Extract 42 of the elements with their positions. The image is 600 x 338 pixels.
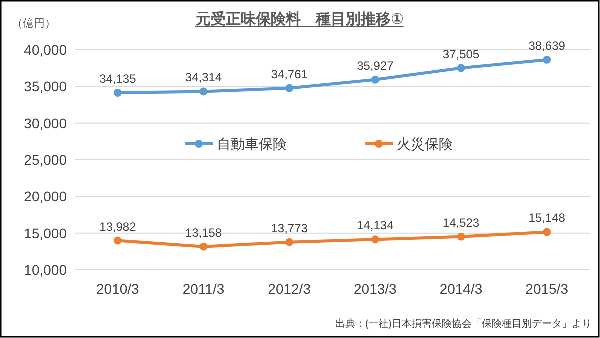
y-axis-title: （億円） (12, 17, 56, 30)
point (286, 84, 294, 92)
data-label: 34,314 (185, 70, 222, 85)
x-tick-label: 2012/3 (268, 281, 312, 297)
legend-label: 自動車保険 (217, 136, 287, 152)
data-label: 35,927 (357, 58, 394, 73)
x-tick-label: 2015/3 (526, 281, 569, 297)
source-note: 出典：(一社)日本損害保険協会「保険種目別データ」より (335, 318, 592, 330)
point (286, 238, 294, 246)
y-tick-label: 25,000 (24, 152, 68, 168)
data-label: 37,505 (442, 47, 480, 62)
point (114, 236, 122, 245)
point (457, 64, 466, 72)
data-label: 14,134 (357, 218, 394, 233)
y-tick-label: 15,000 (24, 225, 68, 242)
y-tick-label: 20,000 (24, 188, 68, 205)
x-tick-label: 2010/3 (96, 281, 140, 297)
data-label: 34,761 (271, 67, 308, 82)
point (371, 236, 380, 244)
x-tick-label: 2011/3 (182, 281, 225, 297)
y-tick-label: 30,000 (24, 115, 68, 132)
data-label: 38,639 (528, 38, 566, 53)
point (371, 76, 380, 84)
point (543, 228, 552, 236)
data-label: 13,158 (185, 226, 222, 240)
data-label: 13,773 (271, 221, 308, 236)
legend-label: 火災保険 (397, 136, 453, 152)
point (200, 242, 208, 251)
chart-title: 元受正味保険料 種目別推移① (195, 11, 404, 28)
data-label: 14,523 (442, 216, 480, 230)
data-label: 34,135 (100, 72, 137, 86)
y-tick-label: 10,000 (24, 262, 68, 278)
point (200, 88, 208, 96)
point (543, 56, 552, 64)
point (114, 89, 122, 98)
x-tick-label: 2013/3 (354, 281, 398, 297)
y-tick-label: 35,000 (24, 78, 68, 95)
point (457, 232, 466, 241)
x-tick-label: 2014/3 (440, 281, 483, 297)
data-label: 13,982 (100, 220, 137, 234)
y-tick-label: 40,000 (24, 42, 68, 58)
data-label: 15,148 (528, 211, 566, 226)
